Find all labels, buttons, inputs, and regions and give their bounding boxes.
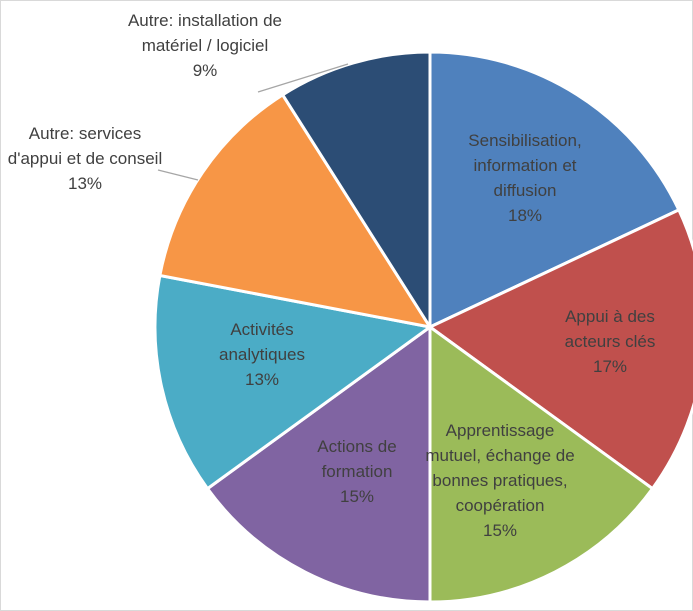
pie-slice [428,324,655,604]
data-label: Sensibilisation, information et diffusio… [440,128,610,228]
value-label: 9% [192,61,218,80]
value-label: 15% [339,487,375,506]
pie-slice [280,50,432,333]
value-label: 15% [482,521,518,540]
category-label: Actions de formation [317,437,397,481]
data-label: Actions de formation 15% [292,434,422,509]
value-label: 18% [507,206,543,225]
category-label: Autre: services d'appui et de conseil [7,124,163,168]
category-label: Sensibilisation, information et diffusio… [468,131,582,200]
pie-slice [428,50,681,330]
data-label: Autre: services d'appui et de conseil 13% [5,121,165,196]
value-label: 13% [67,174,103,193]
pie-slice [427,207,693,491]
pie-slice [158,92,434,330]
category-label: Activités analytiques [218,320,305,364]
category-label: Autre: installation de matériel / logici… [127,11,283,55]
data-label: Activités analytiques 13% [197,317,327,392]
category-label: Apprentissage mutuel, échange de bonnes … [425,421,575,515]
leader-line [257,63,349,93]
data-label: Appui à des acteurs clés 17% [545,304,675,379]
pie-slice [153,273,434,491]
data-label: Autre: installation de matériel / logici… [125,8,285,83]
value-label: 17% [592,357,628,376]
category-label: Appui à des acteurs clés [564,307,656,351]
data-label: Apprentissage mutuel, échange de bonnes … [425,418,575,543]
value-label: 13% [244,370,280,389]
leader-line [157,169,199,181]
pie-slice [205,324,432,604]
